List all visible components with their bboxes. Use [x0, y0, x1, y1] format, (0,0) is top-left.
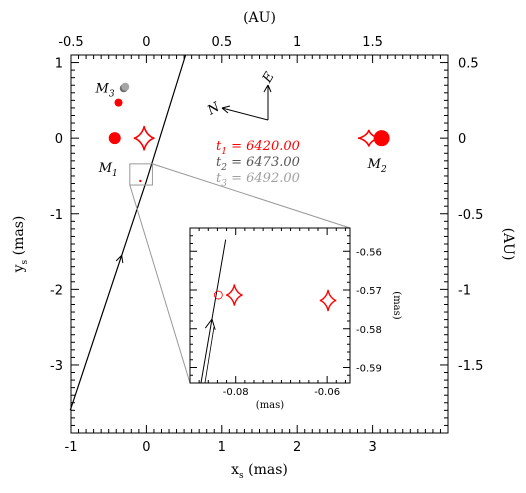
top-axis-label: (AU): [243, 10, 276, 26]
compass-east-label: E: [259, 69, 277, 86]
lens-m3: [114, 98, 123, 107]
top-tick-label: 0: [142, 35, 150, 50]
compass-north-arrowhead: [221, 105, 231, 114]
lens-m1: [108, 132, 121, 145]
compass-east-arrowhead: [263, 84, 272, 93]
inset-background: [190, 228, 350, 383]
inset-axis-ticks: -0.08 -0.06 -0.56 -0.57 -0.58 -0.59: [189, 227, 382, 398]
inset-x-axis-label: (mas): [256, 400, 284, 411]
top-tick-label: 1: [293, 35, 301, 50]
top-tick-label: 1.5: [362, 35, 383, 50]
lens-label-m3: M3: [95, 82, 115, 100]
y-tick-label: -2: [50, 283, 63, 298]
top-tick-label: -0.5: [58, 35, 83, 50]
inset-source-circle: [213, 290, 223, 300]
main-axis-ticks: -1 0 1 2 3 -3 -2 -1 0 1 -0.5 0 0.5 1 1.5 -1.5 -1 -0.5 0 0.5: [50, 35, 483, 455]
inset-x-tick-label: -0.08: [223, 387, 249, 398]
inset-trajectory-branch: [204, 326, 215, 384]
lens-m2: [373, 130, 390, 147]
lens-label-m1: M1: [98, 161, 118, 179]
compass-north-arrow: [221, 107, 269, 121]
y-tick-label: 0: [55, 132, 63, 147]
right-axis-label: (AU): [500, 228, 516, 261]
inset-y-axis-label: (mas): [391, 291, 402, 319]
right-tick-label: 0.5: [458, 57, 479, 72]
time-label-t3: t3 = 6492.00: [216, 171, 300, 189]
zoom-connector-bottom: [129, 184, 191, 384]
zoom-region-box: [129, 163, 153, 186]
time-label-t1: t1 = 6420.00: [216, 139, 300, 157]
right-tick-label: -1.5: [458, 359, 483, 374]
trajectory-arrowhead: [115, 254, 124, 264]
y-tick-label: -1: [50, 208, 63, 223]
planetary-caustic: [358, 129, 380, 147]
x-tick-label: 2: [293, 440, 301, 455]
inset-trajectory-arrowhead: [204, 317, 216, 330]
inset-y-tick-label: -0.59: [356, 364, 382, 375]
x-axis-label: xs (mas): [231, 462, 288, 481]
inset-x-tick-label: -0.06: [314, 387, 340, 398]
inset-y-tick-label: -0.58: [356, 325, 382, 336]
right-tick-label: -0.5: [458, 208, 483, 223]
inset-trajectory: [200, 239, 227, 384]
lens-label-m2: M2: [367, 157, 387, 175]
main-plot-frame: [70, 54, 449, 434]
y-axis-label: ys (mas): [11, 216, 30, 274]
right-tick-label: -1: [458, 283, 471, 298]
time-label-t2: t2 = 6473.00: [216, 155, 300, 173]
x-tick-label: -1: [65, 440, 78, 455]
inset-y-tick-label: -0.56: [356, 247, 382, 258]
main-plot-content: [69, 54, 390, 411]
compass-north-label: N: [204, 99, 223, 118]
inset-plot-content: [200, 239, 337, 384]
top-tick-label: 0.5: [211, 35, 232, 50]
x-tick-label: 1: [218, 440, 226, 455]
y-tick-label: -3: [50, 359, 63, 374]
zoom-connector-top: [152, 163, 351, 229]
lens-m3-position-3: [121, 82, 130, 91]
central-caustic: [133, 125, 155, 151]
compass: N E: [204, 69, 278, 121]
x-tick-label: 3: [368, 440, 376, 455]
right-tick-label: 0: [458, 132, 466, 147]
source-trajectory: [69, 54, 187, 411]
x-tick-label: 0: [142, 440, 150, 455]
source-position: [139, 179, 142, 183]
inset-frame: [189, 227, 351, 384]
y-tick-label: 1: [55, 57, 63, 72]
inset-y-tick-label: -0.57: [356, 286, 382, 297]
inset-caustic-2: [319, 289, 337, 312]
inset-caustic-1: [226, 284, 243, 306]
inset-fill: [190, 228, 350, 383]
